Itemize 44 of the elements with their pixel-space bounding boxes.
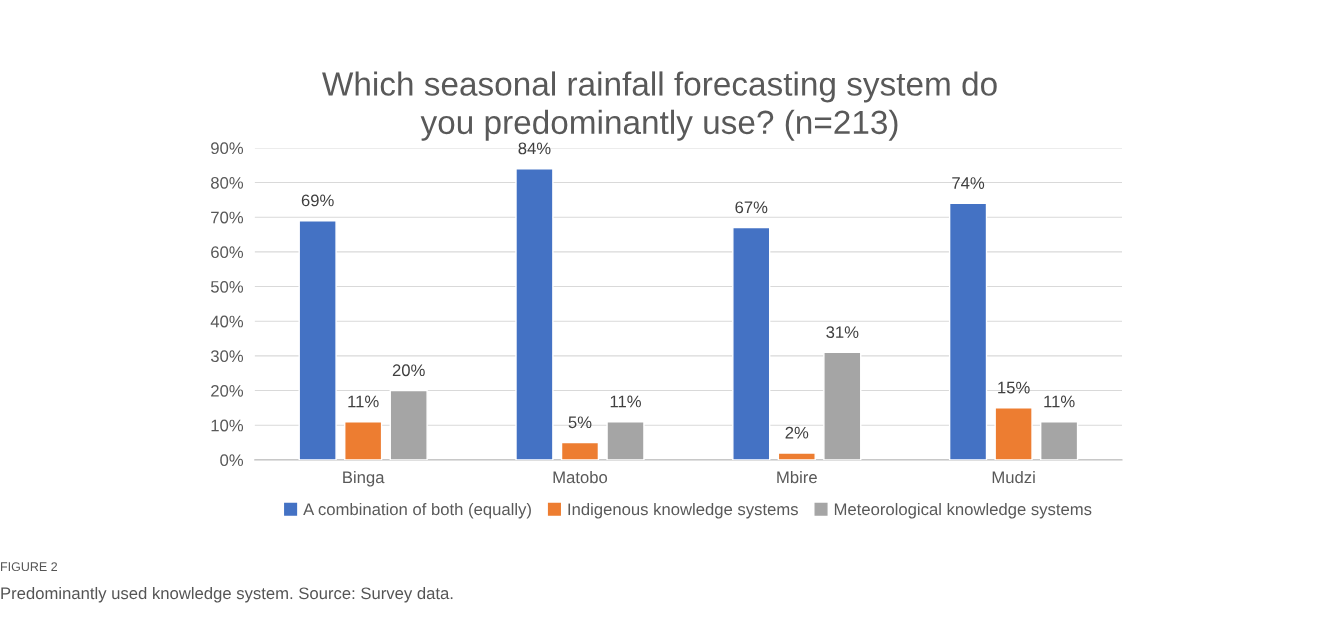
data-label: 2% — [785, 426, 809, 439]
data-label: 11% — [348, 395, 379, 408]
chart-title: Which seasonal rainfall forecasting system do you predominantly use? (n=213) — [322, 71, 997, 141]
data-label: 31% — [826, 326, 859, 339]
bar — [515, 167, 554, 460]
x-tick-label: Mudzi — [992, 471, 1035, 484]
bar — [948, 202, 988, 460]
data-label: 67% — [735, 201, 768, 214]
bar — [777, 452, 816, 460]
y-tick-label: 40% — [210, 315, 244, 328]
data-label: 69% — [301, 194, 334, 207]
bar — [732, 226, 771, 460]
legend-label: Meteorological knowledge systems — [834, 502, 1092, 519]
legend-label: A combination of both (equally) — [303, 502, 531, 519]
caption: FIGURE 2 — [1, 562, 58, 572]
y-tick-label: 30% — [210, 350, 244, 363]
bar — [298, 219, 337, 460]
y-tick-label: 80% — [211, 176, 244, 189]
data-label: 5% — [568, 416, 592, 429]
legend-label: Indigenous knowledge systems — [568, 502, 798, 519]
bar — [994, 407, 1033, 460]
y-tick-label: 10% — [211, 419, 244, 432]
data-label: 74% — [952, 177, 985, 189]
y-tick-label: 60% — [211, 246, 244, 259]
y-tick-label: 70% — [211, 211, 244, 224]
x-tick-label: Binga — [343, 471, 385, 487]
y-tick-label: 0% — [220, 454, 244, 467]
data-label: 11% — [610, 395, 641, 408]
y-tick-label: 50% — [210, 280, 244, 293]
bar — [389, 389, 428, 460]
y-tick-label: 20% — [211, 384, 244, 397]
bar — [823, 351, 862, 460]
data-label: 84% — [518, 142, 551, 155]
bar — [1040, 421, 1079, 460]
data-label: 20% — [392, 364, 425, 377]
bar — [606, 421, 645, 460]
y-tick-label: 90% — [211, 142, 244, 155]
data-label: 15% — [998, 381, 1030, 394]
data-label: 11% — [1044, 395, 1075, 408]
bar — [344, 421, 383, 460]
bar — [560, 441, 600, 460]
x-tick-label: Matobo — [553, 471, 608, 484]
x-tick-label: Mbire — [777, 471, 817, 484]
text: Predominantly used knowledge system. Source: Survey data. — [1, 586, 453, 603]
